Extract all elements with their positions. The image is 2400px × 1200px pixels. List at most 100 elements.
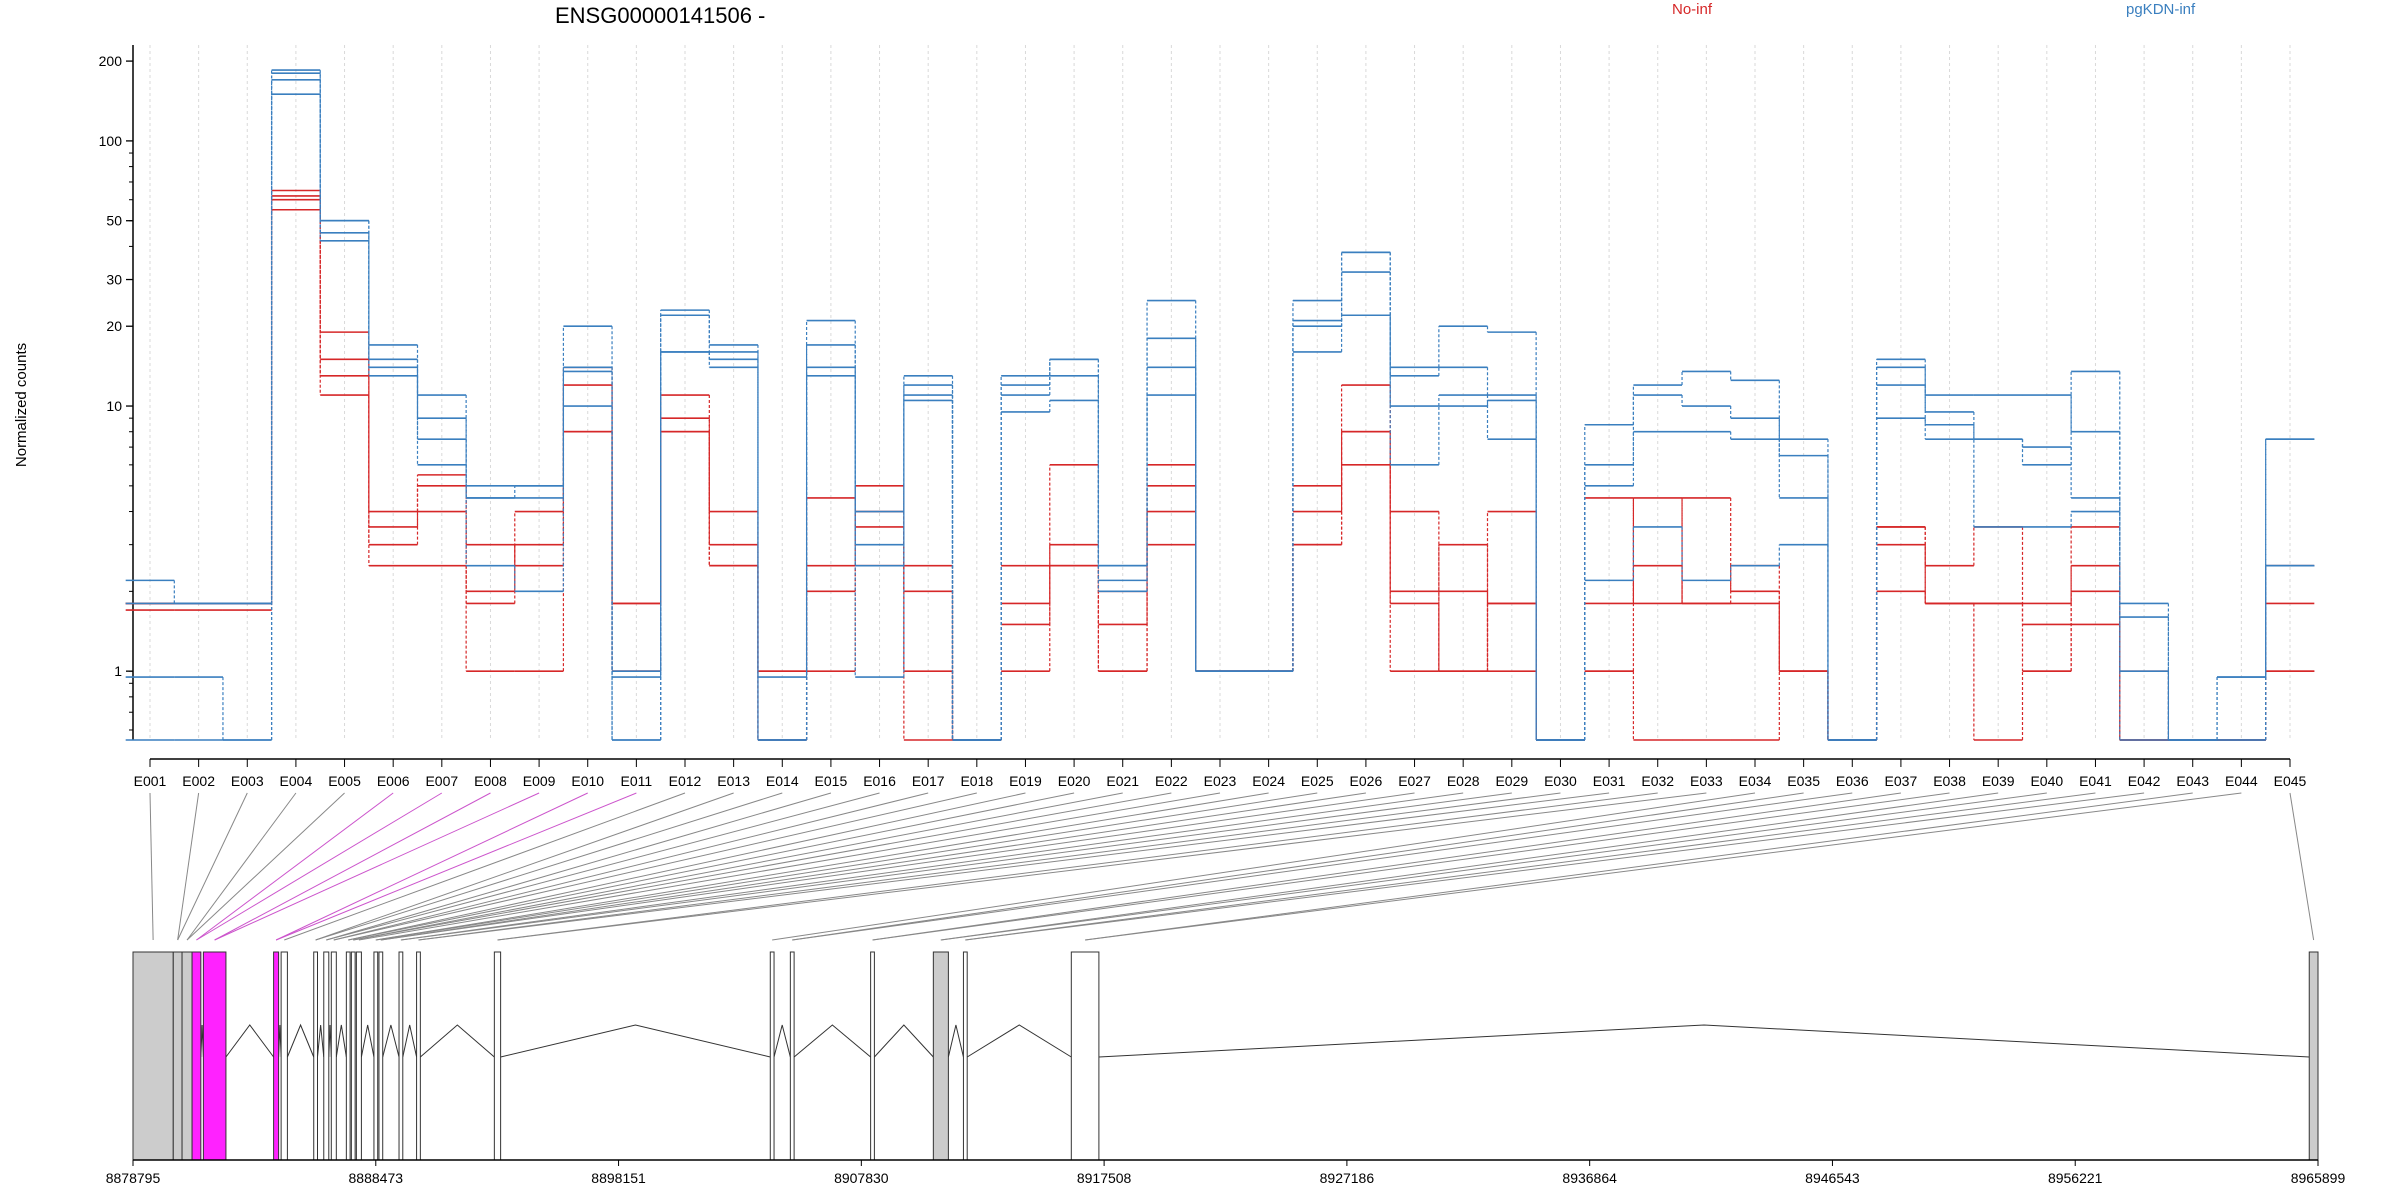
y-axis-label: Normalized counts — [13, 343, 30, 467]
connector-line — [792, 792, 1804, 941]
connector-line — [965, 792, 2096, 941]
connector-line — [214, 792, 491, 941]
x-tick-label: E006 — [377, 773, 410, 789]
connector-line — [400, 792, 1512, 941]
exon-block — [172, 951, 183, 1161]
exon-block — [132, 951, 174, 1161]
exon-block — [769, 951, 775, 1161]
x-tick-label: E037 — [1885, 773, 1918, 789]
x-tick-label: E011 — [621, 773, 653, 789]
x-tick-label: E024 — [1252, 773, 1285, 789]
connector-line — [186, 792, 345, 941]
exon-block — [202, 951, 227, 1161]
y-axis: 1 10 20 30 50 100 200 — [99, 45, 134, 740]
x-tick-label: E022 — [1155, 773, 1188, 789]
x-tick-label: E035 — [1787, 773, 1820, 789]
y-tick-label: 1 — [114, 663, 122, 679]
exon-block — [962, 951, 968, 1161]
connector-line — [196, 792, 443, 941]
intron-line — [874, 1024, 934, 1058]
x-tick-label: E042 — [2128, 773, 2161, 789]
connector-line — [348, 792, 1075, 941]
coord-tick-label: 8946543 — [1805, 1170, 1860, 1186]
x-tick-label: E038 — [1933, 773, 1966, 789]
exon-block — [1070, 951, 1100, 1161]
coord-tick-label: 8965899 — [2291, 1170, 2346, 1186]
x-tick-label: E026 — [1350, 773, 1383, 789]
connector-line — [965, 792, 2145, 941]
x-tick-label: E017 — [912, 773, 945, 789]
connector-line — [2289, 792, 2315, 941]
x-tick-label: E041 — [2079, 773, 2112, 789]
exon-block — [398, 951, 404, 1161]
connector-line — [380, 792, 1366, 941]
x-tick-label: E012 — [669, 773, 702, 789]
x-tick-label: E031 — [1593, 773, 1626, 789]
exon-block — [181, 951, 193, 1161]
coord-tick-label: 8878795 — [106, 1170, 161, 1186]
x-tick-label: E001 — [134, 773, 167, 789]
exon-block — [789, 951, 795, 1161]
connector-line — [497, 792, 1658, 941]
x-tick-label: E040 — [2030, 773, 2063, 789]
exon-block — [313, 951, 318, 1161]
x-tick-label: E039 — [1982, 773, 2015, 789]
y-tick-label: 200 — [99, 53, 123, 69]
x-tick-label: E030 — [1544, 773, 1577, 789]
connector-line — [177, 792, 200, 941]
connector-line — [284, 792, 686, 941]
x-tick-label: E043 — [2176, 773, 2209, 789]
intron-line — [317, 1024, 325, 1058]
x-tick-label: E025 — [1301, 773, 1334, 789]
connector-line — [353, 792, 1172, 941]
connector-line — [400, 792, 1464, 941]
connector-line — [275, 792, 588, 941]
x-tick-label: E032 — [1641, 773, 1674, 789]
exon-block — [2308, 951, 2319, 1161]
legend-entry-pgkdn-inf: pgKDN-inf — [2126, 1, 2196, 18]
connector-line — [380, 792, 1415, 941]
intron-line — [500, 1024, 771, 1058]
x-tick-label: E013 — [717, 773, 750, 789]
x-tick-label: E010 — [571, 773, 604, 789]
exon-block — [355, 951, 362, 1161]
connector-line — [418, 792, 1610, 941]
connector-line — [315, 792, 783, 941]
connector-line — [326, 792, 880, 941]
intron-line — [773, 1024, 791, 1058]
x-tick-label: E033 — [1690, 773, 1723, 789]
connector-line — [792, 792, 1853, 941]
exon-block — [870, 951, 875, 1161]
exon-block — [378, 951, 384, 1161]
connector-line — [358, 792, 1221, 941]
x-tick-label: E009 — [523, 773, 556, 789]
exon-connector-lines — [149, 792, 2315, 941]
x-tick-label: E015 — [815, 773, 848, 789]
exon-block — [191, 951, 202, 1161]
exon-block — [932, 951, 949, 1161]
x-tick-label: E034 — [1739, 773, 1772, 789]
x-tick-label: E018 — [960, 773, 993, 789]
x-tick-label: E036 — [1836, 773, 1869, 789]
x-tick-label: E020 — [1058, 773, 1091, 789]
coord-tick-label: 8956221 — [2048, 1170, 2103, 1186]
y-tick-label: 30 — [106, 272, 122, 288]
x-tick-label: E023 — [1204, 773, 1237, 789]
connector-line — [772, 792, 1756, 941]
connector-line — [375, 792, 1318, 941]
gene-model: 8878795 8888473 8898151 8907830 8917508 89271… — [106, 951, 2346, 1186]
connector-line — [275, 792, 637, 941]
intron-line — [420, 1024, 495, 1058]
grid-lines — [149, 45, 2291, 740]
coord-tick-label: 8907830 — [834, 1170, 889, 1186]
legend-entry-no-inf: No-inf — [1672, 1, 1713, 18]
coord-tick-label: 8888473 — [349, 1170, 404, 1186]
intron-line — [225, 1024, 275, 1058]
series-lines — [125, 69, 2315, 741]
exon-block — [350, 951, 356, 1161]
intron-line — [382, 1024, 400, 1058]
connector-line — [1085, 792, 2193, 941]
intron-line — [1098, 1024, 2310, 1058]
y-tick-label: 100 — [99, 133, 123, 149]
y-tick-label: 50 — [106, 213, 122, 229]
